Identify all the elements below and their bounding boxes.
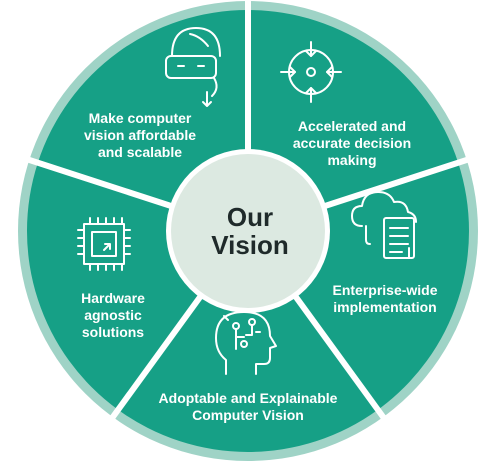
segment-3-line-1: Computer Vision (192, 407, 304, 423)
center-title-line1: Our (226, 202, 274, 232)
segment-1-line-1: accurate decision (292, 135, 412, 151)
segment-divider (290, 290, 387, 420)
dividers-layer (27, 0, 469, 420)
segment-label-affordable: Make computer vision affordable and scal… (60, 110, 220, 161)
segment-0-line-2: and scalable (97, 144, 183, 160)
segment-4-line-1: agnostic (84, 307, 142, 323)
segment-label-enterprise: Enterprise-wide implementation (310, 282, 460, 316)
center-title: Our Vision (170, 203, 330, 259)
segment-0-line-1: vision affordable (83, 127, 197, 143)
segment-4-line-2: solutions (81, 324, 145, 340)
segment-affordable (37, 10, 248, 207)
vr-headset-icon (165, 27, 221, 107)
ai-head-circuit-icon (215, 311, 277, 375)
segment-1-line-2: making (327, 152, 377, 168)
segments-layer (26, 10, 470, 453)
segment-label-decision: Accelerated and accurate decision making (272, 118, 432, 169)
microchip-icon (77, 217, 131, 271)
center-hub (171, 154, 325, 308)
segment-explainable (118, 294, 378, 453)
center-title-line2: Vision (211, 230, 289, 260)
segment-enterprise (293, 162, 470, 410)
segment-divider (109, 290, 206, 420)
segment-divider (27, 156, 177, 211)
segment-label-explainable: Adoptable and Explainable Computer Visio… (128, 390, 368, 424)
crosshair-target-icon (280, 41, 342, 103)
segment-3-line-0: Adoptable and Explainable (158, 390, 338, 406)
segment-label-hardware: Hardware agnostic solutions (58, 290, 168, 341)
segment-4-line-0: Hardware (81, 290, 145, 306)
segment-2-line-0: Enterprise-wide (332, 282, 438, 298)
segment-2-line-1: implementation (333, 299, 437, 315)
segment-divider (319, 156, 469, 211)
segment-decision (248, 10, 459, 207)
segment-0-line-0: Make computer (88, 110, 192, 126)
segment-1-line-0: Accelerated and (297, 118, 407, 134)
segment-hardware (26, 162, 203, 410)
cloud-document-icon (351, 191, 417, 259)
